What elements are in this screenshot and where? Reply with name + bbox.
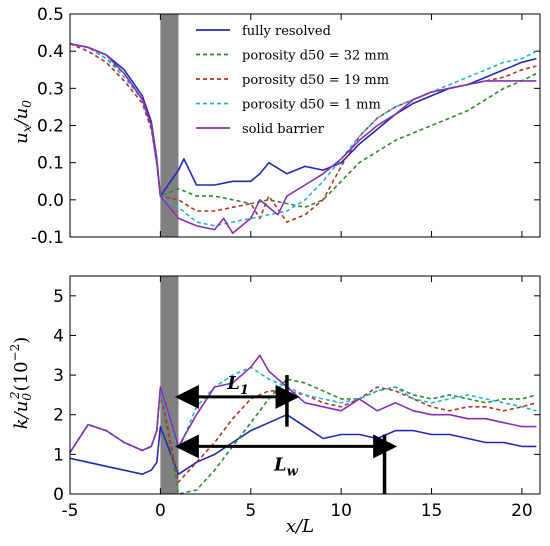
y-tick-label: 0.5 — [37, 5, 64, 25]
x-tick-label: 15 — [421, 501, 443, 521]
length-label-main: L — [226, 373, 240, 394]
ylabel-u0: u — [11, 108, 32, 120]
turbulence-series-line-0 — [69, 413, 537, 476]
ylabel-scale-sup: −2 — [8, 344, 22, 362]
length-label-0: L1 — [226, 373, 249, 398]
turbulence-series-line-3 — [69, 366, 537, 453]
barrier-region-top — [160, 14, 179, 237]
ylabel-u0-sub: 0 — [20, 100, 34, 108]
ylabel-scale: (10 — [11, 361, 32, 391]
y-tick-label: 0.2 — [37, 117, 64, 137]
barrier-region-bottom — [160, 276, 179, 494]
y-tick-label: 0.4 — [37, 42, 64, 62]
y-tick-label: 1 — [53, 445, 64, 465]
velocity-axes: -0.1 0.0 0.1 0.2 0.3 0.4 0.5 — [31, 5, 540, 248]
length-label-1: Lw — [273, 454, 299, 479]
y-tick-label: 0.0 — [37, 191, 64, 211]
ylabel-scale-close: ) — [11, 337, 32, 344]
x-tick-label: -5 — [62, 501, 79, 521]
y-tick-label: 0.1 — [37, 154, 64, 174]
velocity-series — [69, 42, 537, 235]
legend-label: fully resolved — [242, 24, 331, 39]
x-tick-label: 20 — [511, 501, 533, 521]
velocity-plot-frame — [69, 13, 541, 238]
legend: fully resolved porosity d50 = 32 mm porosi… — [196, 24, 389, 137]
x-tick-label: 0 — [155, 501, 166, 521]
y-tick-label: 3 — [53, 366, 64, 386]
y-tick-label: 4 — [53, 326, 64, 346]
y-tick-label: 5 — [53, 287, 64, 307]
velocity-series-line-0 — [69, 42, 537, 197]
y-tick-label: 0.3 — [37, 79, 64, 99]
y-tick-label: 2 — [53, 406, 64, 426]
turbulence-series-line-1 — [69, 378, 537, 495]
x-tick-label: 5 — [245, 501, 256, 521]
turbulence-plot-frame — [69, 275, 541, 495]
length-label-sub: 1 — [240, 383, 249, 398]
legend-label: porosity d50 = 32 mm — [242, 49, 389, 64]
velocity-panel: -0.1 0.0 0.1 0.2 0.3 0.4 0.5 fully resolved por… — [31, 5, 541, 248]
turbulence-series — [69, 354, 537, 495]
x-tick-label: 10 — [330, 501, 352, 521]
turbulence-y-axis-label: k/u02(10−2) — [8, 337, 34, 430]
velocity-series-line-4 — [69, 42, 537, 235]
y-tick-label: 0 — [53, 485, 64, 505]
ylabel-u0sq: u — [11, 401, 32, 413]
length-label-main: L — [273, 454, 287, 475]
legend-label: solid barrier — [242, 122, 325, 137]
x-axis-label: x/L — [286, 516, 314, 537]
ylabel-u0sq-sub: 0 — [20, 393, 34, 401]
ylabel-ux-sub: x — [20, 125, 34, 132]
ylabel-ux: u — [11, 132, 32, 144]
legend-label: porosity d50 = 19 mm — [242, 73, 389, 88]
length-label-sub: w — [287, 464, 299, 479]
legend-label: porosity d50 = 1 mm — [242, 98, 381, 113]
turbulence-series-line-4 — [69, 354, 537, 453]
ylabel-u0sq-sup: 2 — [8, 391, 22, 400]
ylabel-k: k — [11, 418, 32, 429]
velocity-y-axis-label: ux/u0 — [11, 100, 34, 144]
y-tick-label: -0.1 — [31, 228, 64, 248]
